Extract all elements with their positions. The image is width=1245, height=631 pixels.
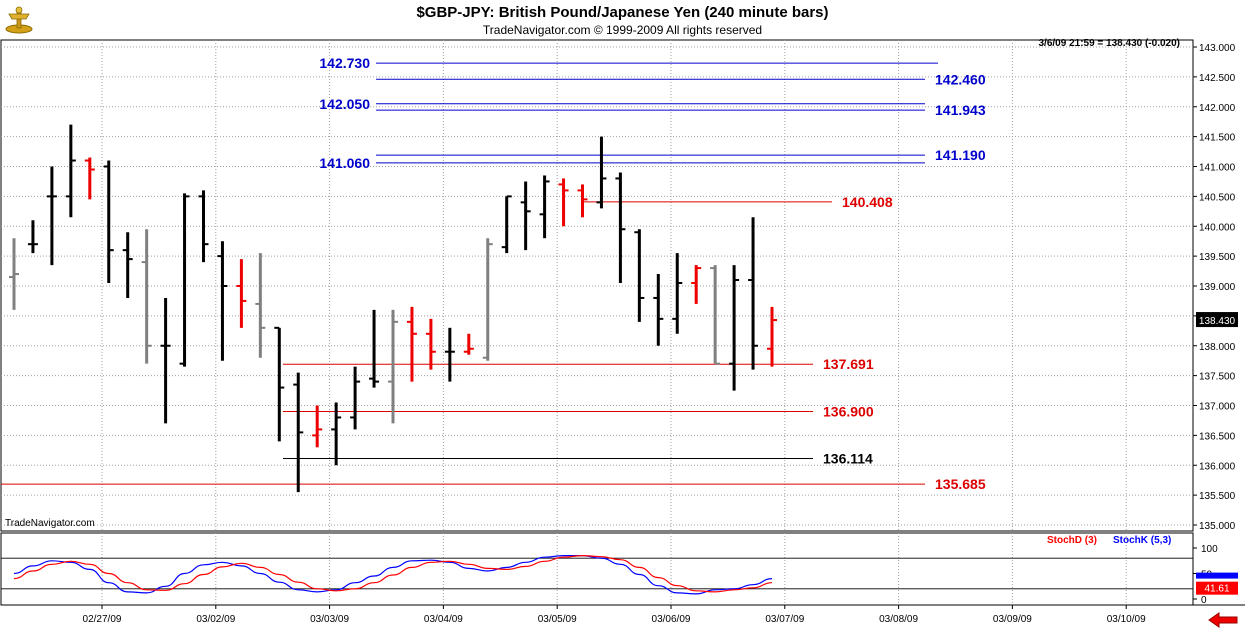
y-tick-label: 142.500	[1199, 73, 1236, 84]
back-arrow-icon[interactable]	[1207, 612, 1239, 628]
y-tick-label: 140.000	[1199, 222, 1236, 233]
y-tick-label: 140.500	[1199, 192, 1236, 203]
y-tick-label: 136.000	[1199, 461, 1236, 472]
y-tick-label: 137.000	[1199, 402, 1236, 413]
stoch-d-last-box	[1196, 581, 1238, 595]
price-level-label: 140.408	[842, 194, 893, 210]
price-level-label: 142.730	[319, 55, 370, 71]
y-tick-label: 135.000	[1199, 521, 1236, 532]
stoch-legend-entry: StochD (3)	[1047, 535, 1097, 546]
chart-frame	[0, 39, 1245, 606]
stoch-legend-entry: StochK (5,3)	[1113, 535, 1171, 546]
last-price-box	[1196, 312, 1238, 328]
last-value-labels: 138.430 41.61	[1196, 312, 1238, 595]
y-tick-label: 138.000	[1199, 342, 1236, 353]
trade-navigator-logo-icon	[5, 6, 33, 34]
x-tick-label: 03/07/09	[765, 614, 804, 625]
stochastic-grid	[1, 533, 1193, 605]
price-level-label: 135.685	[935, 476, 986, 492]
stoch-k-line	[13, 554, 773, 595]
y-tick-label: 141.500	[1199, 133, 1236, 144]
x-tick-label: 03/04/09	[424, 614, 463, 625]
stochastic-lines	[13, 554, 773, 595]
last-price-label: 138.430	[1199, 316, 1236, 327]
date-axis: 02/27/09 03/02/09 03/03/09 03/04/09 03/05/09…	[83, 605, 1146, 625]
y-tick-label: 0	[1201, 595, 1207, 606]
price-level-label: 141.060	[319, 155, 370, 171]
x-tick-label: 03/02/09	[196, 614, 235, 625]
y-tick-label: 135.500	[1199, 491, 1236, 502]
chart-title: $GBP-JPY: British Pound/Japanese Yen (24…	[416, 4, 829, 21]
ohlc-bars	[9, 124, 777, 493]
stoch-d-line	[13, 554, 773, 593]
stoch-last-value-label: 41.61	[1204, 584, 1229, 595]
x-tick-label: 02/27/09	[83, 614, 122, 625]
last-quote: 3/6/09 21:59 = 138.430 (-0.020)	[1038, 38, 1181, 49]
price-grid	[1, 40, 1193, 531]
x-tick-label: 03/09/09	[993, 614, 1032, 625]
price-level-label: 137.691	[823, 356, 874, 372]
y-tick-label: 139.000	[1199, 282, 1236, 293]
x-tick-label: 03/10/09	[1107, 614, 1146, 625]
price-level-label: 141.190	[935, 147, 986, 163]
price-levels: 142.730 142.460 142.050 141.943 141.190 141.0…	[1, 55, 986, 492]
y-tick-label: 142.000	[1199, 103, 1236, 114]
y-tick-label: 137.500	[1199, 372, 1236, 383]
x-tick-label: 03/03/09	[310, 614, 349, 625]
y-tick-label: 143.000	[1199, 43, 1236, 54]
x-tick-label: 03/05/09	[538, 614, 577, 625]
chart-subtitle: TradeNavigator.com © 1999-2009 All right…	[482, 23, 763, 37]
y-tick-label: 141.000	[1199, 163, 1236, 174]
price-level-label: 142.050	[319, 96, 370, 112]
stochastic-panel-border	[0, 532, 1194, 606]
x-tick-label: 03/08/09	[879, 614, 918, 625]
price-level-label: 141.943	[935, 102, 986, 118]
x-tick-label: 03/06/09	[652, 614, 691, 625]
price-panel-border	[0, 39, 1194, 532]
y-tick-label: 100	[1201, 544, 1218, 555]
y-tick-label: 136.500	[1199, 431, 1236, 442]
price-level-label: 136.114	[823, 450, 873, 466]
price-level-label: 142.460	[935, 71, 986, 87]
watermark: TradeNavigator.com	[5, 518, 95, 529]
price-axis: 135.000 135.500 136.000 136.500 137.000 137.5…	[1193, 43, 1236, 532]
stochastic-legend: StochD (3) StochK (5,3)	[1047, 535, 1171, 546]
stoch-k-last-marker	[1196, 572, 1238, 579]
y-tick-label: 139.500	[1199, 252, 1236, 263]
price-level-label: 136.900	[823, 403, 874, 419]
